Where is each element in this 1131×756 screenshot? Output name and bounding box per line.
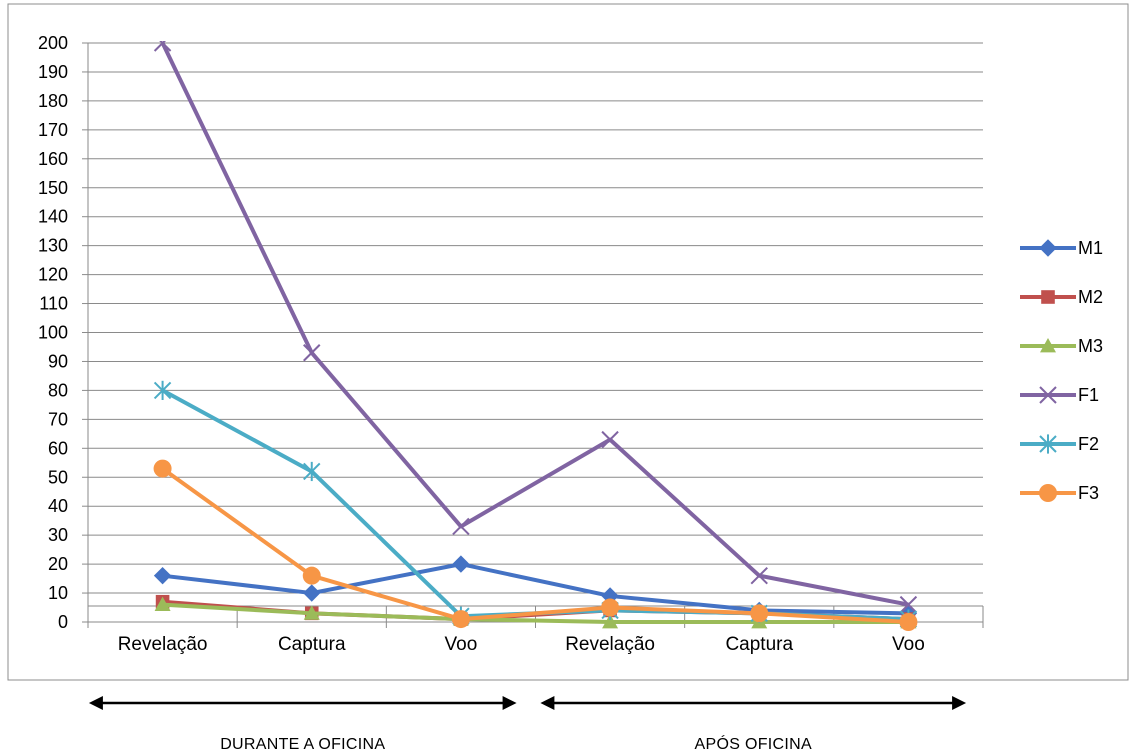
data-point [303,344,321,362]
section-group-1: APÓS OFICINA [540,696,967,753]
series-f1 [153,41,918,614]
data-point [899,595,918,614]
y-tick-label: 140 [38,207,68,227]
legend-label: F2 [1078,434,1099,454]
legend-item-f2: F2 [1020,434,1099,454]
data-point [303,461,321,482]
section-label: DURANTE A OFICINA [220,736,385,753]
x-tick-label: Captura [725,634,793,655]
data-point [302,566,321,585]
legend-marker [1039,484,1057,502]
section-label: APÓS OFICINA [695,734,812,753]
data-point [899,613,918,631]
series-f3 [153,459,918,631]
series-lines [153,41,918,631]
x-axis-ticks: Revelação Captura Voo Revelação Captura Voo [118,634,925,655]
data-point [154,596,171,612]
legend-item-m3: M3 [1020,336,1103,356]
y-tick-label: 70 [48,409,68,429]
data-point [303,605,320,620]
y-tick-label: 0 [58,612,68,632]
y-tick-label: 100 [38,323,68,343]
data-point [303,584,321,602]
x-tick-label: Voo [892,634,925,655]
legend-marker [1040,338,1056,353]
legend-item-f3: F3 [1020,483,1099,503]
y-axis-ticks: 0 10 20 30 40 50 60 70 80 90 100 110 120 130 140 150 160… [38,33,68,632]
y-tick-label: 110 [39,294,68,314]
data-point [153,459,172,478]
gridlines [88,42,983,594]
y-tick-label: 150 [38,178,68,198]
data-point [750,604,769,623]
series-line [162,602,909,624]
y-tick-label: 120 [38,265,68,285]
y-tick-label: 50 [48,467,68,487]
series-line [160,42,909,607]
legend-label: M1 [1078,238,1103,258]
legend-marker [1039,434,1057,454]
legend-label: M3 [1078,336,1103,356]
x-tick-label: Revelação [118,634,208,655]
legend-label: M2 [1078,287,1103,307]
data-point [451,610,470,629]
y-tick-label: 190 [38,62,68,82]
chart-frame [7,3,1129,681]
y-tick-label: 170 [38,120,68,140]
legend-item-m2: M2 [1020,287,1103,307]
data-point [601,598,620,617]
y-tick-label: 90 [48,351,68,371]
x-tick-label: Revelação [565,634,655,655]
y-tick-label: 20 [48,554,68,574]
x-tick-label: Voo [445,634,478,655]
legend-label: F3 [1078,483,1099,503]
data-point [153,566,172,585]
series-line [162,562,909,616]
y-tick-label: 10 [48,583,68,603]
arrowhead-right-icon [952,696,967,710]
arrowhead-left-icon [88,696,103,710]
data-point [153,41,172,52]
data-point [452,517,470,536]
legend-item-m1: M1 [1020,238,1103,258]
data-point [153,380,172,400]
legend-marker [1039,386,1057,404]
arrowhead-right-icon [502,696,517,710]
data-point [750,566,768,585]
series-line [161,466,909,624]
legend-item-f1: F1 [1020,385,1099,405]
x-tick-label: Captura [278,634,346,655]
data-point [601,430,619,449]
y-tick-label: 160 [38,149,68,169]
y-tick-label: 80 [48,380,68,400]
y-tick-label: 130 [38,236,68,256]
legend-marker [1039,239,1057,257]
y-tick-label: 60 [48,438,68,458]
y-tick-label: 30 [48,525,68,545]
section-group-0: DURANTE A OFICINA [88,696,517,753]
data-point [452,555,470,573]
legend: M1 M2 M3 F1 F2 F3 [1020,238,1103,503]
y-tick-label: 180 [38,91,68,111]
y-tick-label: 40 [48,496,68,516]
legend-marker [1041,290,1055,304]
legend-label: F1 [1078,385,1099,405]
y-tick-label: 200 [38,33,68,53]
section-annotations: DURANTE A OFICINA APÓS OFICINA [88,696,967,753]
data-point [602,614,619,629]
arrowhead-left-icon [540,696,555,710]
